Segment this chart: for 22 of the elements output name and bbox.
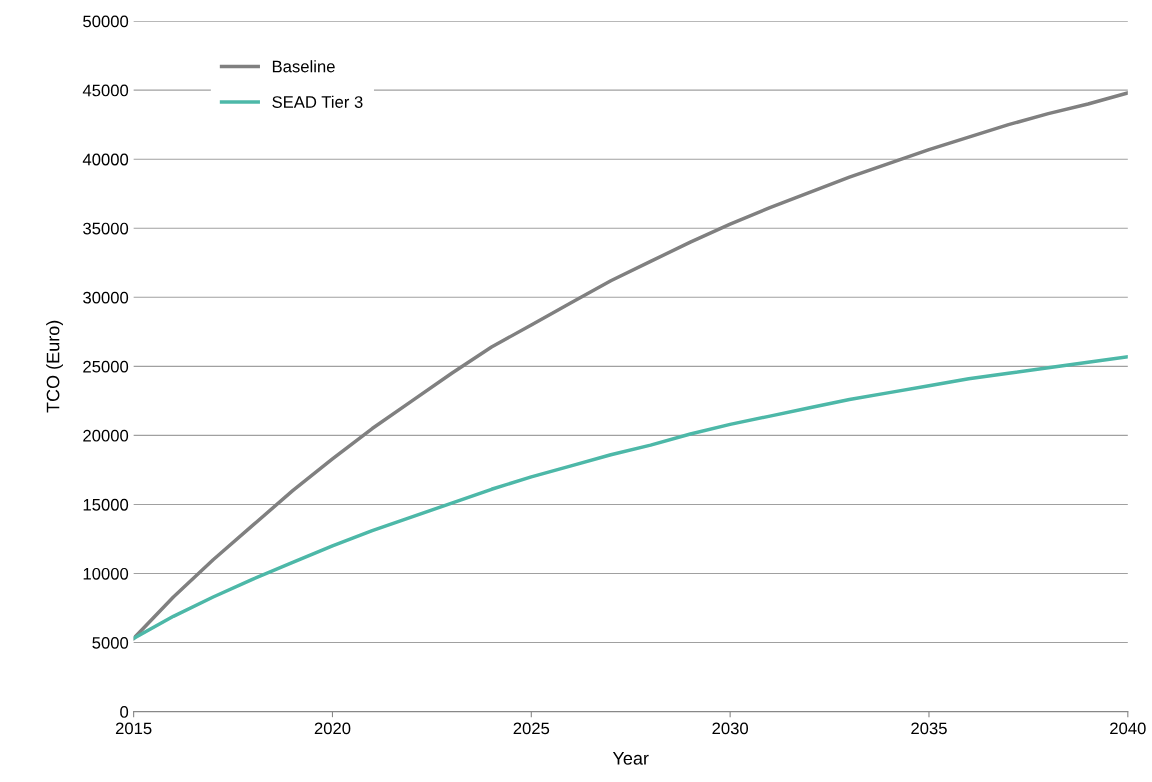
x-tick-label: 2040 (1110, 722, 1146, 735)
x-tick-label: 2035 (911, 722, 947, 735)
line-series (133, 354, 1128, 641)
x-tick-label: 2015 (115, 722, 152, 735)
x-tick-label: 2025 (513, 722, 550, 735)
y-tick-label: 35000 (83, 222, 129, 235)
y-axis-title: TCO (Euro) (46, 320, 63, 413)
y-tick-label: 30000 (83, 291, 129, 304)
y-tick-label: 5000 (92, 636, 129, 649)
y-tick-label: 15000 (83, 498, 129, 511)
x-tick-label: 2020 (314, 722, 351, 735)
y-tick-label: 25000 (83, 360, 129, 373)
y-tick-label: 0 (120, 706, 129, 718)
y-tick-label: 45000 (82, 84, 129, 97)
y-tick-label: 50000 (83, 15, 129, 28)
legend-label: SEAD Tier 3 (272, 95, 363, 108)
y-tick-label: 20000 (83, 429, 129, 442)
x-tick-label: 2030 (712, 722, 749, 735)
legend-label: Baseline (272, 60, 335, 73)
y-tick-label: 10000 (83, 567, 129, 580)
x-axis-title: Year (612, 752, 649, 765)
y-tick-label: 40000 (82, 153, 129, 166)
